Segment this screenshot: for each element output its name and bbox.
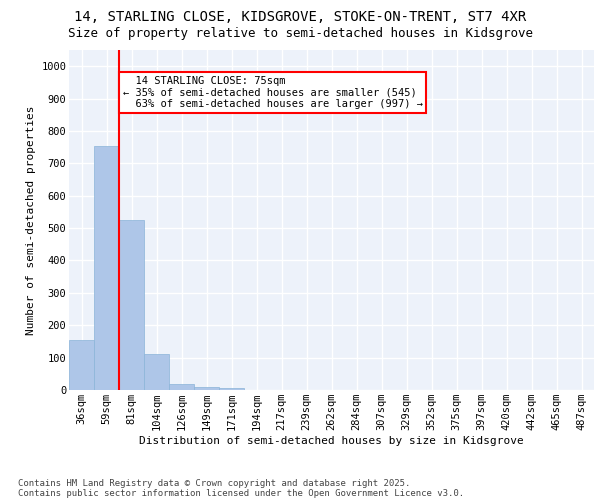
Bar	[219, 388, 244, 390]
Text: Size of property relative to semi-detached houses in Kidsgrove: Size of property relative to semi-detach…	[67, 28, 533, 40]
Text: Contains public sector information licensed under the Open Government Licence v3: Contains public sector information licen…	[18, 488, 464, 498]
Y-axis label: Number of semi-detached properties: Number of semi-detached properties	[26, 106, 35, 335]
Bar	[69, 340, 94, 390]
Text: Contains HM Land Registry data © Crown copyright and database right 2025.: Contains HM Land Registry data © Crown c…	[18, 478, 410, 488]
X-axis label: Distribution of semi-detached houses by size in Kidsgrove: Distribution of semi-detached houses by …	[139, 436, 524, 446]
Bar	[194, 387, 219, 390]
Bar	[169, 384, 194, 390]
Text: 14, STARLING CLOSE, KIDSGROVE, STOKE-ON-TRENT, ST7 4XR: 14, STARLING CLOSE, KIDSGROVE, STOKE-ON-…	[74, 10, 526, 24]
Bar	[119, 220, 144, 390]
Bar	[94, 146, 119, 390]
Text: 14 STARLING CLOSE: 75sqm
← 35% of semi-detached houses are smaller (545)
  63% o: 14 STARLING CLOSE: 75sqm ← 35% of semi-d…	[123, 76, 423, 109]
Bar	[144, 354, 169, 390]
